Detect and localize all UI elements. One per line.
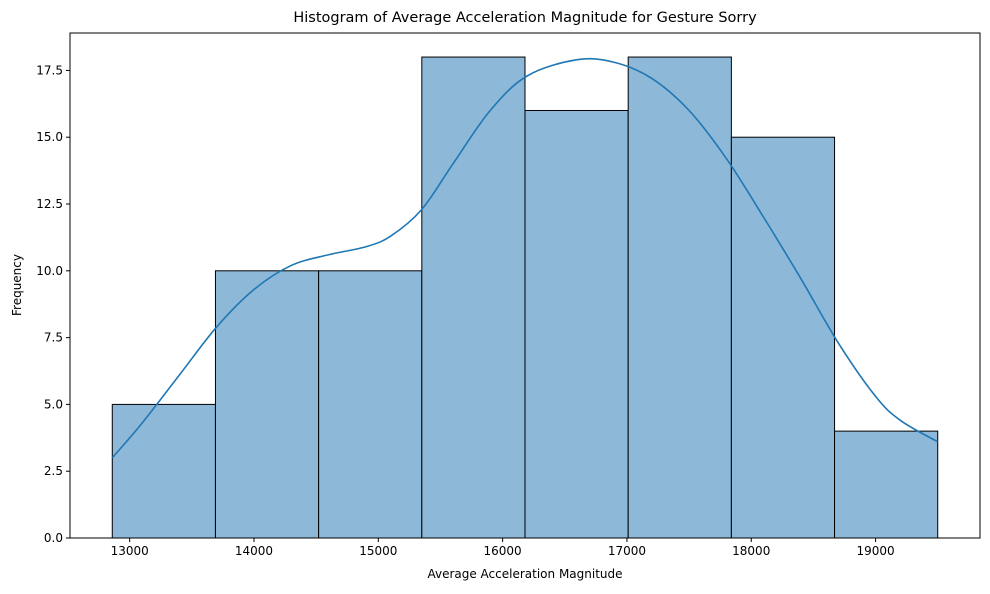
chart-title: Histogram of Average Acceleration Magnit…: [293, 10, 757, 26]
plot-frame: [69, 32, 981, 539]
histogram-bar-6: [627, 56, 732, 539]
x-tick-label: 17000: [608, 544, 646, 558]
x-tick-label: 16000: [484, 544, 522, 558]
x-tick-label: 14000: [235, 544, 273, 558]
y-tick-label: 17.5: [36, 63, 63, 77]
x-tick-label: 15000: [359, 544, 397, 558]
histogram-bar-5: [524, 109, 629, 539]
x-axis-label: Average Acceleration Magnitude: [427, 567, 622, 581]
axes-layer: [69, 32, 981, 539]
y-tick-label: 10.0: [36, 264, 63, 278]
histogram-bar-3: [318, 270, 423, 539]
x-tick-label: 19000: [856, 544, 894, 558]
histogram-bar-2: [214, 270, 320, 539]
y-tick-label: 15.0: [36, 130, 63, 144]
y-tick-label: 5.0: [44, 397, 63, 411]
histogram-bar-7: [730, 136, 836, 539]
y-tick-label: 7.5: [44, 331, 63, 345]
kde-layer: [111, 57, 939, 459]
kde-line: [111, 57, 939, 459]
y-tick-label: 12.5: [36, 197, 63, 211]
histogram-bar-8: [834, 430, 939, 539]
x-tick-label: 18000: [732, 544, 770, 558]
x-tick-label: 13000: [111, 544, 149, 558]
histogram-bar-4: [421, 56, 526, 539]
y-ticks: 0.0 2.5 5.0 7.5 10.0 12.5 15.0 17.5: [36, 63, 70, 545]
y-tick-label: 0.0: [44, 531, 63, 545]
histogram-bar-1: [111, 403, 216, 539]
bars-layer: [111, 56, 939, 539]
x-ticks: 13000 14000 15000 16000 17000 18000 19000: [111, 538, 895, 558]
y-axis-label: Frequency: [10, 254, 24, 316]
y-tick-label: 2.5: [44, 464, 63, 478]
